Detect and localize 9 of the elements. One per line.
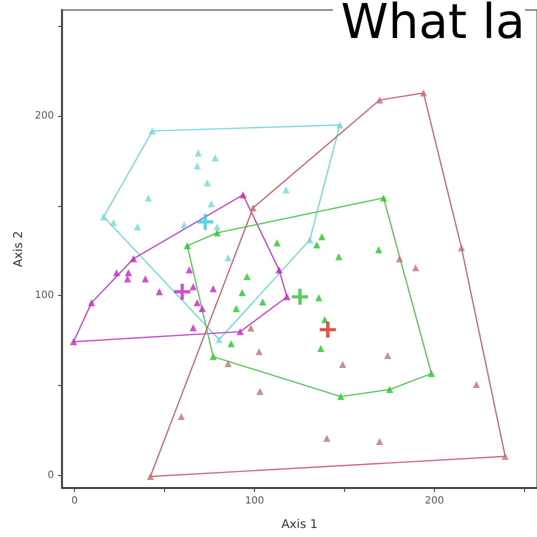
y-axis-title: Axis 2 [11, 230, 25, 268]
chart-title: What la [340, 0, 525, 50]
y-tick-label: 100 [34, 290, 54, 302]
y-tick-label: 0 [48, 470, 54, 481]
x-tick-label: 200 [424, 496, 444, 506]
x-axis-title: Axis 1 [281, 517, 318, 531]
y-tick-label: 200 [34, 110, 54, 122]
x-tick-label: 0 [71, 496, 78, 506]
x-tick-label: 100 [244, 496, 264, 506]
